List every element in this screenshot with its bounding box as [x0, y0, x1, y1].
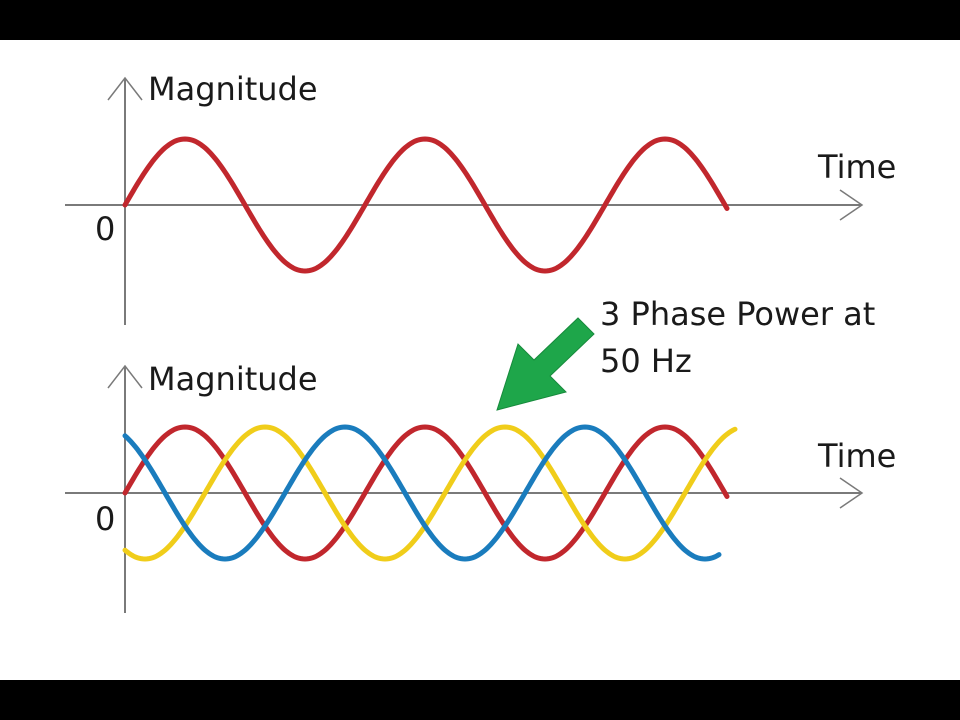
diagram-canvas: Magnitude Time 0 Magnitude Time 0 3 Phas…	[0, 40, 960, 680]
y-axis-label: Magnitude	[148, 360, 318, 398]
x-axis-arrow-icon	[839, 189, 864, 221]
annotation-line-1: 3 Phase Power at	[600, 295, 875, 333]
green-arrow-icon	[496, 317, 595, 411]
x-axis-arrow-icon	[839, 477, 864, 509]
phase-2-wave	[122, 424, 738, 562]
y-axis-arrow-icon	[107, 364, 143, 389]
three-phase-diagram: Magnitude Time 0 Magnitude Time 0 3 Phas…	[65, 70, 896, 613]
x-axis-label: Time	[817, 437, 896, 475]
x-axis-label: Time	[817, 148, 896, 186]
origin-label: 0	[95, 210, 115, 248]
three-phase-plot: Magnitude Time 0	[65, 360, 896, 613]
phase-3-wave	[122, 424, 722, 562]
phase-1-wave	[122, 136, 730, 274]
y-axis-label: Magnitude	[148, 70, 318, 108]
annotation-line-2: 50 Hz	[600, 342, 692, 380]
y-axis-arrow-icon	[107, 76, 143, 101]
single-phase-plot: Magnitude Time 0	[65, 70, 896, 325]
origin-label: 0	[95, 500, 115, 538]
